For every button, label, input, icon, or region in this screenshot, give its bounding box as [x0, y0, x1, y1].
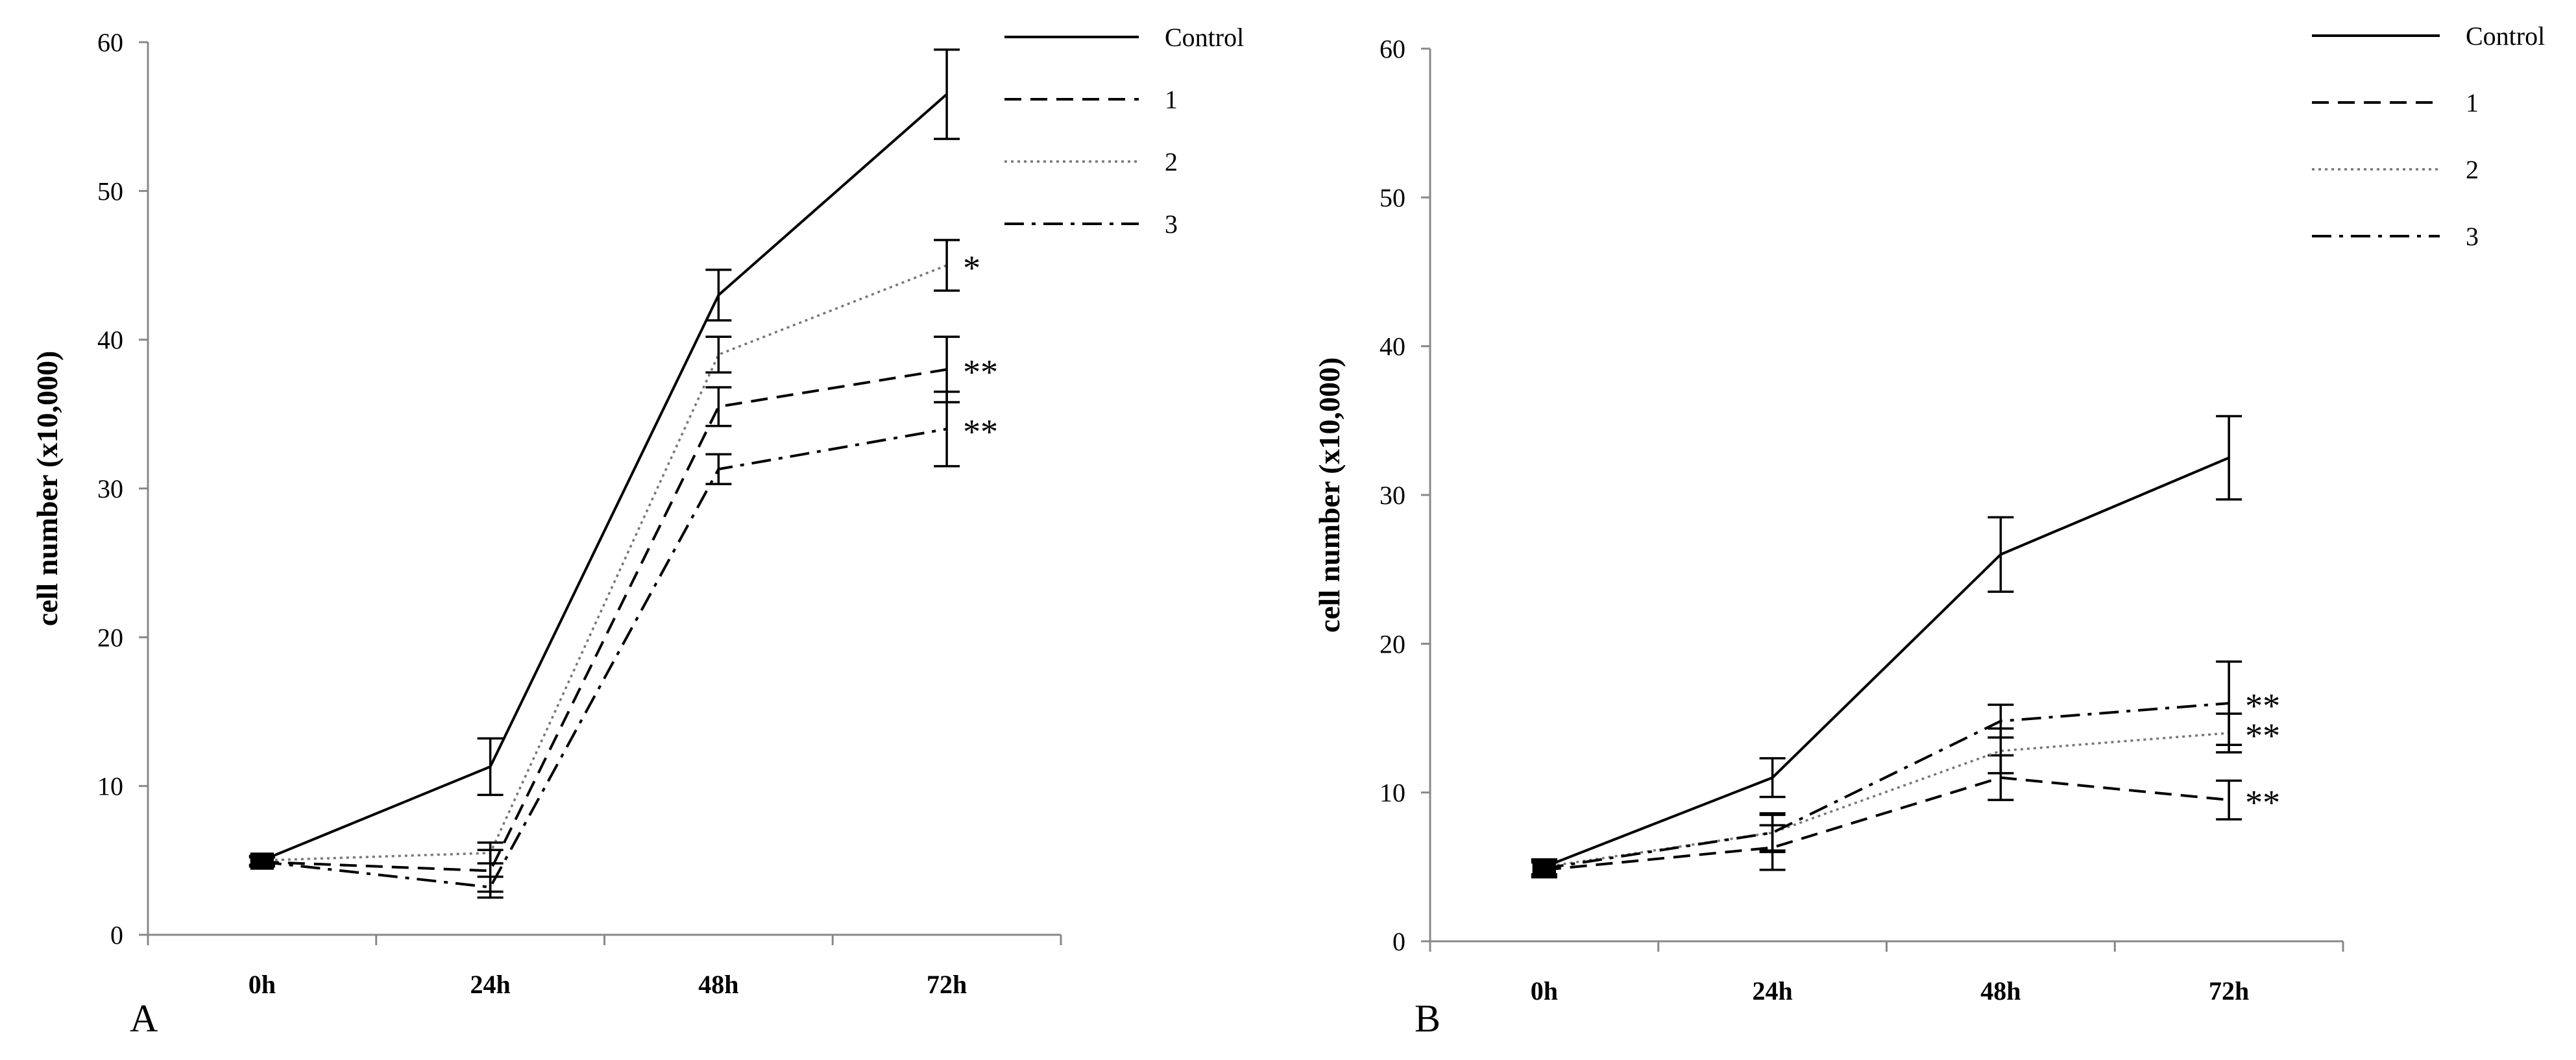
- data-point-marker: [250, 854, 274, 870]
- series-line: [261, 368, 947, 873]
- series-line: [261, 428, 947, 889]
- series-dotted: *: [249, 239, 980, 869]
- y-tick-label: 20: [97, 623, 123, 652]
- legend-label: Control: [1165, 23, 1244, 52]
- significance-marker: **: [2245, 716, 2280, 755]
- y-axis-label: cell number (x10,000): [30, 351, 64, 627]
- series-line: [1544, 776, 2230, 871]
- y-tick-label: 50: [97, 176, 123, 206]
- series-solid: [1531, 415, 2242, 876]
- y-tick-label: 60: [97, 28, 123, 57]
- x-tick-label: 48h: [698, 970, 738, 999]
- significance-marker: **: [2245, 686, 2280, 725]
- legend-label: 1: [1165, 85, 1178, 114]
- significance-marker: **: [963, 353, 998, 392]
- x-tick-label: 24h: [470, 970, 511, 999]
- y-tick-label: 40: [1379, 332, 1405, 361]
- y-tick-label: 60: [1379, 34, 1405, 64]
- panel-a-chart: 0 10 20 30 40 50 60 0h 24h 48h 72h cell number (x10…: [30, 23, 1244, 1040]
- y-tick-label: 50: [1379, 183, 1405, 212]
- data-point-marker: [1532, 860, 1556, 876]
- y-tick-label: 20: [1379, 629, 1405, 658]
- y-tick-label: 10: [1379, 778, 1405, 808]
- legend-label: 1: [2466, 88, 2479, 117]
- y-axis-label: cell number (x10,000): [1313, 357, 1346, 633]
- series-dashdot: **: [249, 391, 998, 899]
- y-tick-label: 30: [1379, 481, 1405, 510]
- x-tick-label: 0h: [249, 970, 276, 999]
- y-tick-label: 0: [110, 921, 123, 950]
- legend-label: Control: [2466, 21, 2545, 51]
- significance-marker: **: [963, 412, 998, 451]
- x-tick-label: 72h: [2209, 976, 2249, 1006]
- x-tick-label: 48h: [1980, 976, 2021, 1006]
- series-line: [1544, 456, 2230, 869]
- x-tick-label: 72h: [927, 970, 967, 999]
- legend-label: 3: [2466, 222, 2479, 251]
- series-dashdot: **: [1531, 660, 2280, 877]
- series-dashed: **: [249, 335, 998, 893]
- x-tick-label: 24h: [1753, 976, 1793, 1006]
- x-tick-label: 0h: [1531, 976, 1558, 1006]
- significance-marker: *: [963, 248, 980, 287]
- panel-b-chart: 0 10 20 30 40 50 60 0h 24h 48h 72h cell number (x10…: [1313, 21, 2545, 1040]
- series-solid: [249, 48, 960, 869]
- legend-label: 3: [1165, 210, 1178, 239]
- significance-marker: **: [2245, 783, 2280, 822]
- series-line: [1544, 732, 2230, 869]
- y-tick-label: 40: [97, 326, 123, 355]
- y-tick-label: 0: [1392, 927, 1405, 956]
- series-line: [1544, 702, 2230, 870]
- panel-label: B: [1415, 997, 1440, 1040]
- legend-label: 2: [1165, 147, 1178, 176]
- legend-label: 2: [2466, 155, 2479, 184]
- panel-label: A: [130, 997, 158, 1040]
- y-tick-label: 30: [97, 474, 123, 503]
- series-line: [261, 264, 947, 862]
- series-line: [261, 93, 948, 862]
- y-tick-label: 10: [97, 772, 123, 801]
- series-dashed: **: [1531, 754, 2280, 879]
